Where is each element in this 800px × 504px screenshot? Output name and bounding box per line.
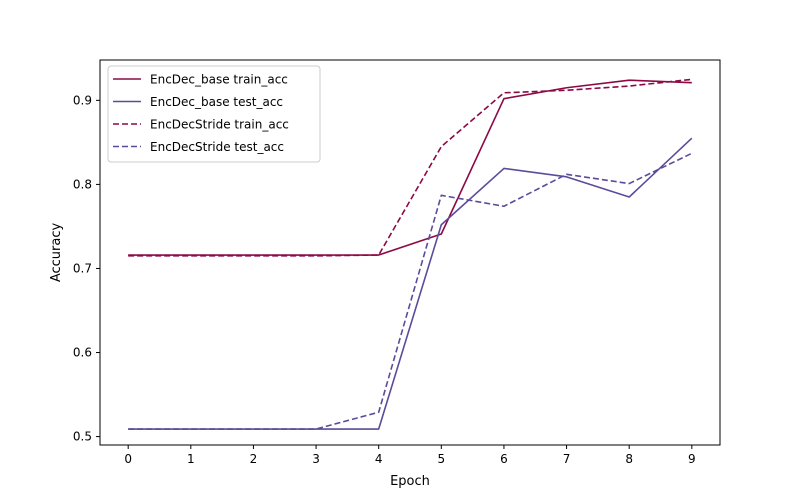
x-tick-label: 2 <box>250 452 258 466</box>
legend: EncDec_base train_acc EncDec_base test_ac… <box>107 65 321 163</box>
y-tick-label: 0.6 <box>73 346 92 360</box>
x-axis-label: Epoch <box>390 474 430 489</box>
series-line-2 <box>128 137 693 430</box>
x-tick-label: 5 <box>437 452 445 466</box>
y-tick-label: 0.9 <box>73 93 92 107</box>
legend-label: EncDecStride train_acc <box>150 118 289 132</box>
legend-label: EncDec_base train_acc <box>150 73 288 87</box>
x-tick-label: 3 <box>312 452 320 466</box>
x-tick-label: 7 <box>563 452 571 466</box>
legend-label: EncDecStride test_acc <box>150 140 284 154</box>
y-axis-ticks: 0.5 0.6 0.7 0.8 0.9 <box>73 93 100 444</box>
x-tick-label: 1 <box>187 452 195 466</box>
x-tick-label: 6 <box>500 452 508 466</box>
legend-label: EncDec_base test_acc <box>150 95 283 109</box>
legend-box <box>107 65 321 163</box>
y-axis-label: Accuracy <box>49 223 64 283</box>
x-tick-label: 8 <box>625 452 633 466</box>
y-tick-label: 0.8 <box>73 177 92 191</box>
plot-frame <box>99 59 721 446</box>
y-tick-label: 0.5 <box>73 430 92 444</box>
plot-lines <box>128 78 693 430</box>
series-line-3 <box>128 78 692 257</box>
series-line-1 <box>128 79 692 256</box>
series-line-4 <box>128 152 693 430</box>
x-axis-ticks: 0 1 2 3 4 5 6 7 8 9 <box>124 445 696 466</box>
x-tick-label: 4 <box>375 452 383 466</box>
y-tick-label: 0.7 <box>73 261 92 275</box>
x-tick-label: 9 <box>688 452 696 466</box>
x-tick-label: 0 <box>124 452 132 466</box>
